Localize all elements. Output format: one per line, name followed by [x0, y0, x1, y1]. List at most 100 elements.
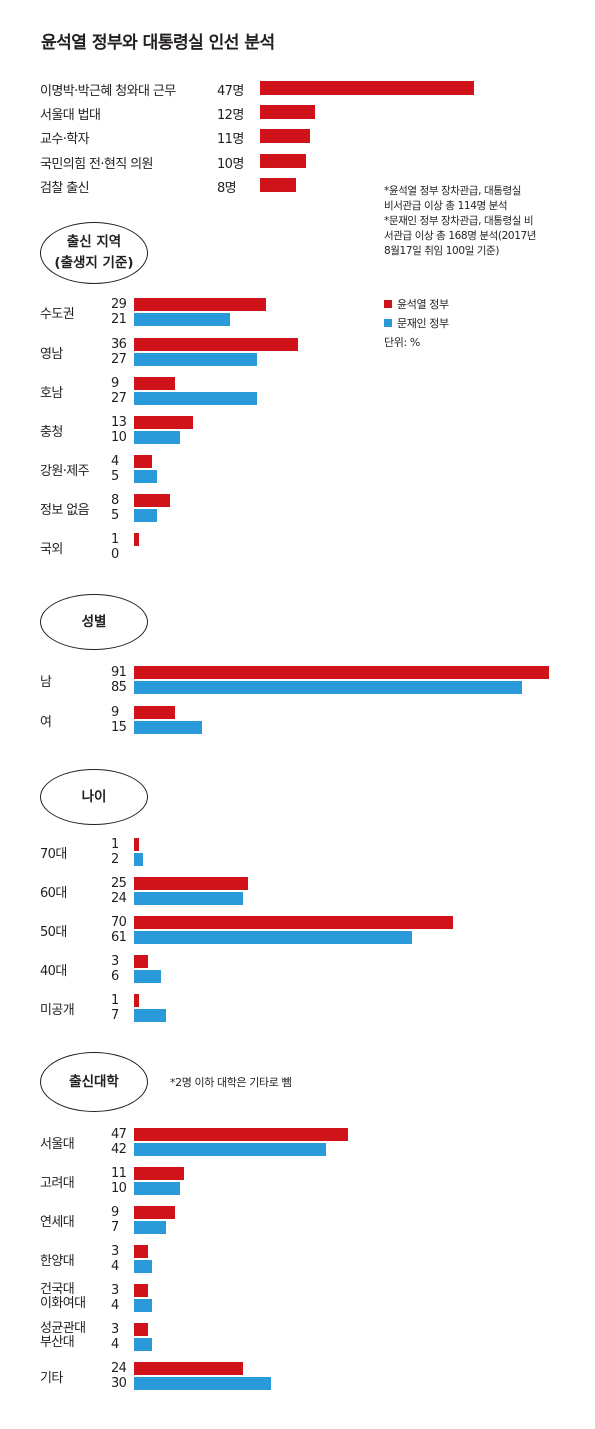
value-label-moon: 10: [111, 1181, 127, 1196]
bar-yoon: [260, 81, 474, 95]
value-label-yoon: 1: [111, 993, 119, 1008]
value-label: 12명: [217, 108, 244, 124]
value-label-moon: 85: [111, 680, 127, 695]
category-label: 호남: [40, 386, 63, 401]
bar-yoon: [134, 706, 176, 719]
category-label: 수도권: [40, 307, 75, 322]
bar-yoon: [260, 105, 315, 120]
bar-yoon: [134, 1245, 148, 1258]
bar-yoon: [134, 338, 299, 351]
category-label: 50대: [40, 925, 67, 940]
bar-moon: [134, 681, 522, 694]
bar-yoon: [134, 298, 267, 311]
value-label-yoon: 47: [111, 1127, 127, 1142]
category-label: 한양대: [40, 1254, 75, 1269]
bar-yoon: [134, 877, 248, 890]
bar-moon: [134, 353, 258, 366]
bar-moon: [134, 313, 230, 326]
bar-moon: [134, 470, 157, 483]
value-label-moon: 5: [111, 508, 119, 523]
category-label: 서울대 법대: [40, 108, 101, 124]
value-label-yoon: 4: [111, 454, 119, 469]
value-label-moon: 7: [111, 1220, 119, 1235]
value-label-yoon: 9: [111, 705, 119, 720]
value-label-moon: 24: [111, 891, 127, 906]
legend-label-yoon: 윤석열 정부: [397, 298, 449, 311]
bar-moon: [134, 892, 244, 905]
section-univ-label: 출신대학: [69, 1073, 119, 1090]
value-label-yoon: 3: [111, 954, 119, 969]
value-label-yoon: 91: [111, 665, 127, 680]
bar-moon: [134, 509, 157, 522]
bar-yoon: [134, 666, 549, 679]
note-line: 8월17일 취임 100일 기준): [384, 245, 500, 257]
category-label: 이명박·박근혜 청와대 근무: [40, 84, 176, 99]
note-line: *문재인 정부 장차관급, 대통령실 비: [384, 215, 534, 227]
bar-moon: [134, 1009, 166, 1022]
value-label-moon: 6: [111, 969, 119, 984]
category-label: 부산대: [40, 1335, 75, 1350]
category-label: 성균관대: [40, 1321, 86, 1336]
value-label-yoon: 11: [111, 1166, 127, 1181]
category-label: 서울대: [40, 1137, 75, 1152]
value-label: 10명: [217, 156, 244, 172]
category-label: 남: [40, 675, 52, 690]
category-label: 충청: [40, 425, 63, 440]
bar-yoon: [134, 1167, 185, 1180]
value-label-yoon: 24: [111, 1361, 127, 1376]
bar-yoon: [134, 416, 194, 429]
section-region-heading: 출신 지역 (출생지 기준): [40, 222, 148, 284]
section-univ-heading: 출신대학: [40, 1052, 148, 1112]
value-label-yoon: 36: [111, 337, 127, 352]
bar-moon: [134, 853, 144, 866]
bar-moon: [134, 931, 413, 944]
legend-label-moon: 문재인 정부: [397, 317, 449, 330]
bar-moon: [134, 970, 162, 983]
value-label-yoon: 3: [111, 1322, 119, 1337]
legend-item-yoon: 윤석열 정부: [384, 296, 449, 312]
value-label-yoon: 8: [111, 493, 119, 508]
legend-swatch-yoon: [384, 300, 392, 308]
category-label: 연세대: [40, 1215, 75, 1230]
bar-moon: [134, 431, 180, 444]
category-label: 60대: [40, 886, 67, 901]
value-label-yoon: 9: [111, 376, 119, 391]
category-label: 70대: [40, 847, 67, 862]
bar-yoon: [134, 994, 139, 1007]
bar-yoon: [260, 153, 306, 168]
bar-yoon: [134, 838, 139, 851]
bar-moon: [134, 1299, 153, 1312]
value-label: 8명: [217, 180, 237, 196]
value-label: 47명: [217, 84, 244, 99]
bar-yoon: [134, 1362, 244, 1375]
bar-yoon: [134, 455, 153, 468]
bar-yoon: [134, 955, 148, 968]
value-label-moon: 42: [111, 1142, 127, 1157]
category-label: 검찰 출신: [40, 180, 90, 196]
value-label: 11명: [217, 132, 244, 148]
category-label: 기타: [40, 1371, 63, 1386]
bar-yoon: [134, 1206, 176, 1219]
value-label-yoon: 3: [111, 1244, 119, 1259]
bar-yoon: [134, 377, 176, 390]
value-label-moon: 4: [111, 1337, 119, 1352]
section-region-line1: 출신 지역: [66, 234, 122, 250]
value-label-moon: 10: [111, 430, 127, 445]
note-line: 비서관급 이상 총 114명 분석: [384, 200, 508, 212]
category-label: 여: [40, 715, 52, 730]
bar-moon: [134, 1338, 153, 1351]
bar-yoon: [134, 1284, 148, 1297]
value-label-yoon: 3: [111, 1283, 119, 1298]
category-label: 국외: [40, 542, 63, 557]
category-label: 이화여대: [40, 1296, 86, 1311]
bar-yoon: [260, 177, 297, 192]
value-label-yoon: 1: [111, 532, 119, 547]
value-label-moon: 4: [111, 1259, 119, 1274]
bar-moon: [134, 721, 203, 734]
category-label: 고려대: [40, 1176, 75, 1191]
univ-note: *2명 이하 대학은 기타로 뺌: [170, 1076, 292, 1089]
value-label-moon: 61: [111, 930, 127, 945]
section-age-label: 나이: [81, 788, 107, 805]
legend-swatch-moon: [384, 319, 392, 327]
value-label-yoon: 29: [111, 297, 127, 312]
